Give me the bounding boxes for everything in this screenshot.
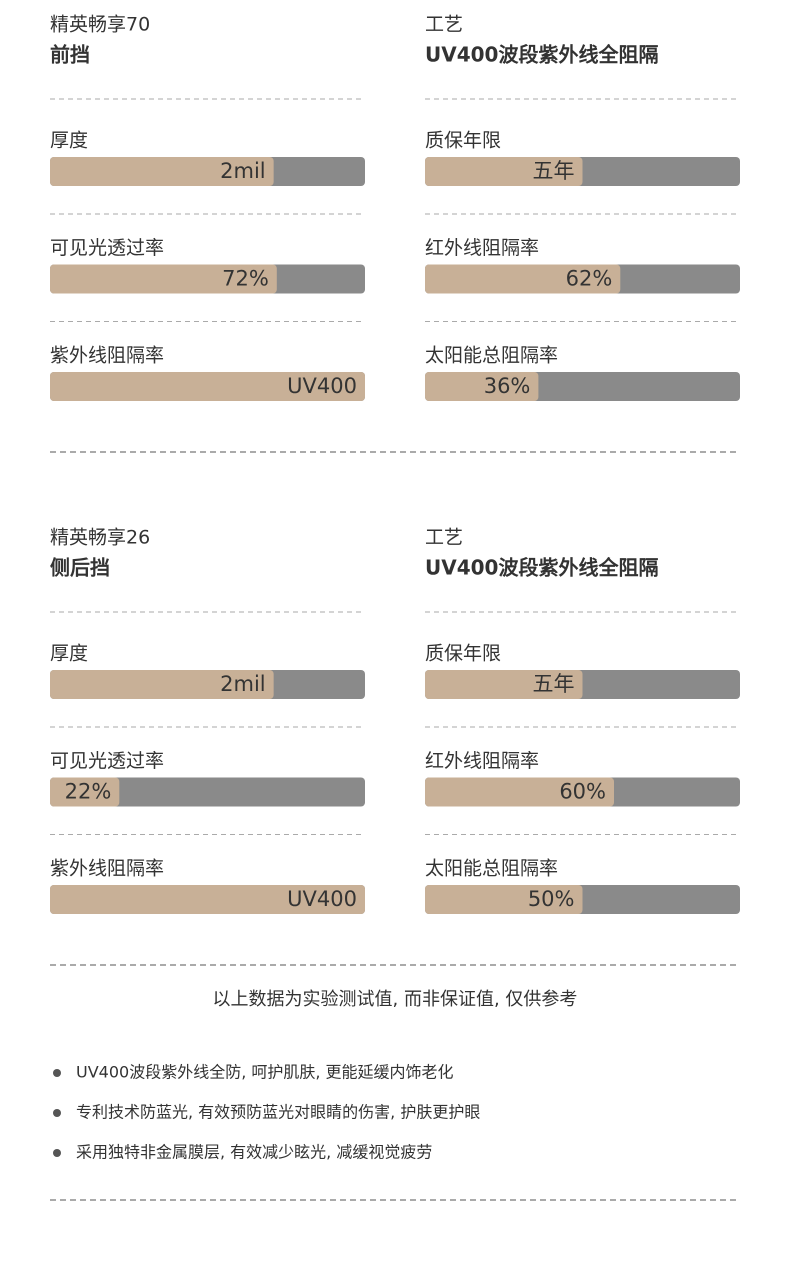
bar-value: 72% — [222, 267, 269, 291]
bar-value: 22% — [65, 780, 112, 804]
bullet-text: UV400波段紫外线全防, 呵护肌肤, 更能延缓内饰老化 — [76, 1063, 454, 1082]
bar-fill — [425, 670, 583, 699]
bar-fill — [50, 157, 274, 186]
spec-label: 厚度 — [50, 643, 88, 665]
bar-value: UV400 — [287, 887, 357, 911]
bar-value: 五年 — [533, 159, 575, 183]
bar-value: 2mil — [220, 672, 266, 696]
bar-value: 62% — [566, 267, 613, 291]
note: 以上数据为实验测试值, 而非保证值, 仅供参考 — [213, 989, 578, 1010]
spec-label: 质保年限 — [425, 643, 501, 665]
bar-value: 50% — [528, 887, 575, 911]
bar-fill — [50, 372, 365, 401]
bullet-text: 专利技术防蓝光, 有效预防蓝光对眼睛的伤害, 护肤更护眼 — [76, 1103, 480, 1122]
bar-fill — [425, 264, 621, 294]
bar-fill — [425, 885, 583, 914]
bar-value: 五年 — [533, 672, 575, 696]
position: 侧后挡 — [50, 556, 110, 580]
bar-fill — [50, 670, 274, 699]
bullet-dot — [53, 1149, 61, 1157]
spec-label: 太阳能总阻隔率 — [425, 858, 558, 880]
bar-value: UV400 — [287, 374, 357, 398]
craft: UV400波段紫外线全阻隔 — [425, 556, 658, 580]
bar-value: 2mil — [220, 159, 266, 183]
bullet-dot — [53, 1069, 61, 1077]
spec-label: 紫外线阻隔率 — [50, 345, 164, 367]
spec-label: 紫外线阻隔率 — [50, 858, 164, 880]
position: 前挡 — [50, 43, 90, 67]
bar-fill — [50, 264, 277, 294]
bar-value: 36% — [484, 374, 531, 398]
model-name: 精英畅享26 — [50, 527, 150, 549]
spec-label: 红外线阻隔率 — [425, 750, 539, 772]
spec-label: 质保年限 — [425, 130, 501, 152]
spec-label: 可见光透过率 — [50, 237, 164, 259]
bar-fill — [50, 777, 120, 807]
spec-label: 厚度 — [50, 130, 88, 152]
bar-value: 60% — [559, 780, 606, 804]
bullet-dot — [53, 1109, 61, 1117]
bar-fill — [50, 885, 365, 914]
bar-fill — [425, 372, 539, 401]
spec-label: 可见光透过率 — [50, 750, 164, 772]
model-name: 精英畅享70 — [50, 14, 150, 36]
spec-label: 太阳能总阻隔率 — [425, 345, 558, 367]
bar-fill — [425, 777, 614, 807]
bar-fill — [425, 157, 583, 186]
bullet-text: 采用独特非金属膜层, 有效减少眩光, 减缓视觉疲劳 — [76, 1143, 432, 1162]
craft-label: 工艺 — [425, 527, 463, 549]
craft-label: 工艺 — [425, 14, 463, 36]
bar-track — [50, 777, 365, 807]
craft: UV400波段紫外线全阻隔 — [425, 43, 658, 67]
spec-label: 红外线阻隔率 — [425, 237, 539, 259]
